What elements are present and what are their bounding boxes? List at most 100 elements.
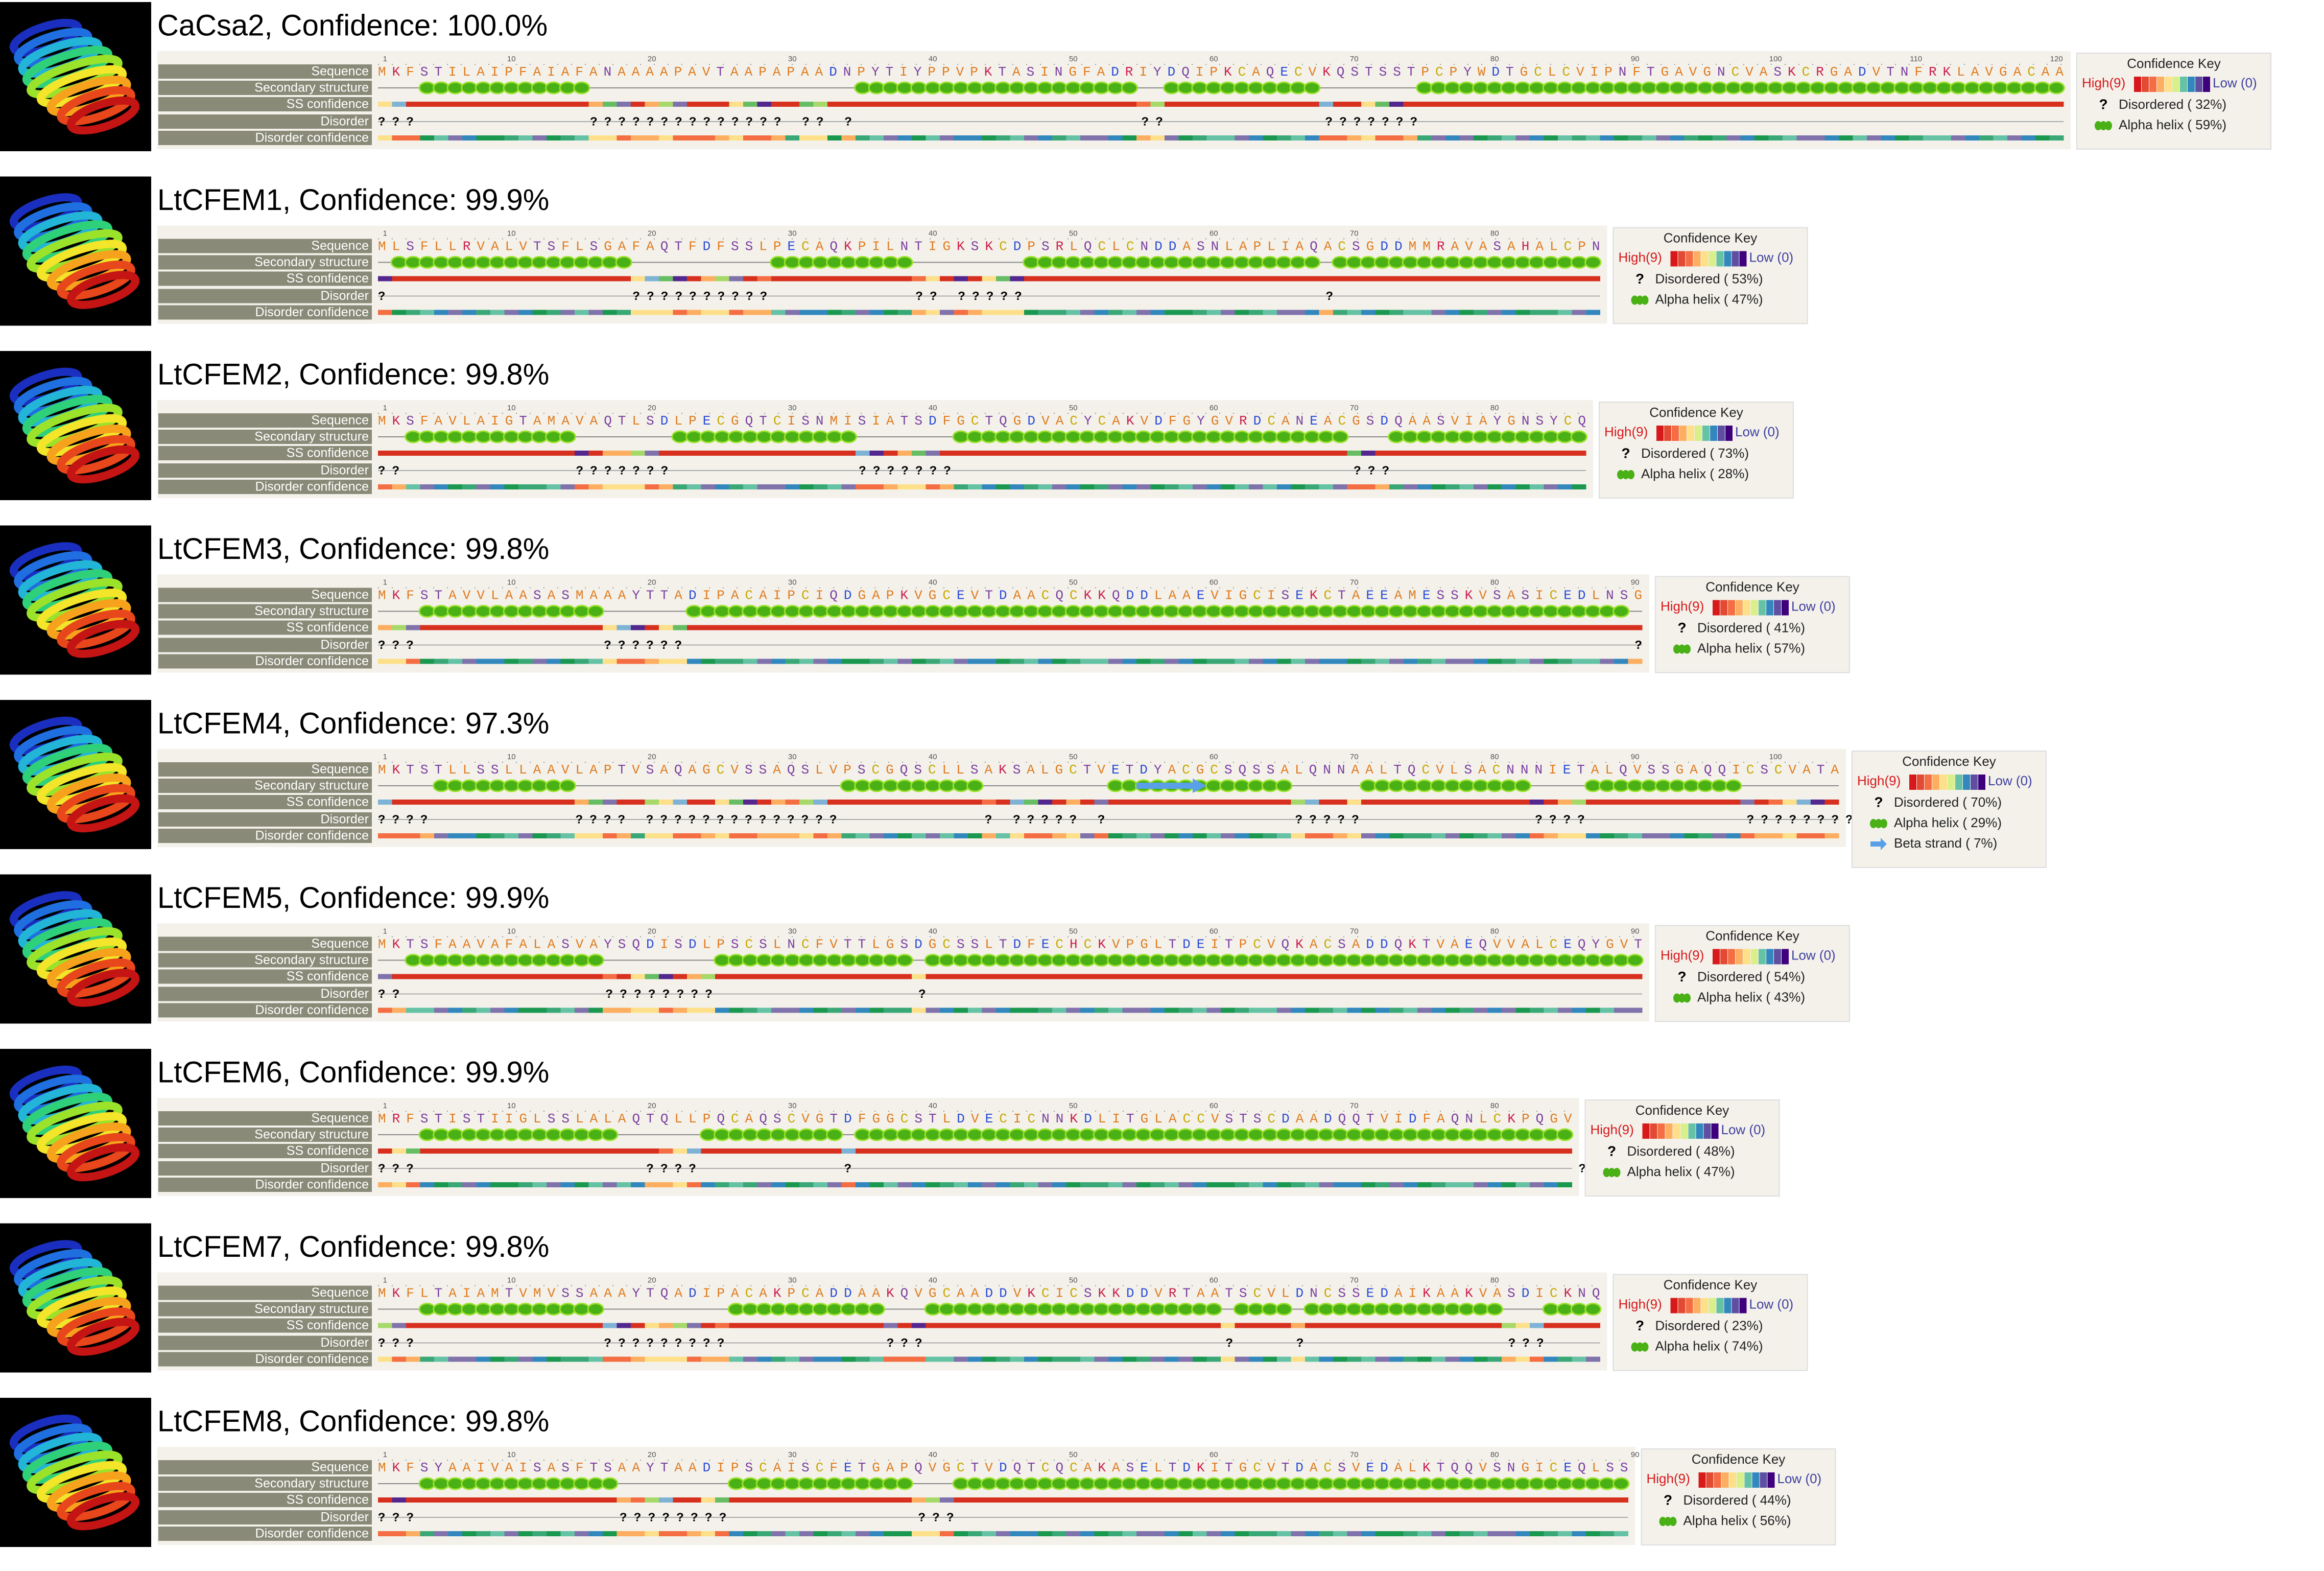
ss-confidence-cell — [1066, 451, 1081, 456]
disorder-confidence-cell — [982, 135, 997, 140]
ss-confidence-cell — [1502, 451, 1516, 456]
key-swatch — [2188, 77, 2195, 92]
ss-confidence-cell — [1347, 1497, 1362, 1503]
disorder-confidence-cell — [518, 135, 533, 140]
disorder-confidence-cell — [1572, 484, 1586, 489]
ss-confidence-cell — [701, 1323, 716, 1328]
ss-confidence-cell — [420, 451, 435, 456]
row-label-bg — [158, 1318, 372, 1333]
alpha-helix — [2034, 81, 2051, 95]
disorder-confidence-cell — [1614, 1007, 1628, 1013]
row-label-bg — [158, 1352, 372, 1367]
alpha-helix — [1472, 256, 1489, 269]
alpha-helix — [1542, 1128, 1559, 1141]
disorder-confidence-cell — [1206, 135, 1221, 140]
disorder-confidence-cell — [1712, 135, 1727, 140]
disorder-confidence-cell — [378, 1531, 392, 1536]
track-background — [157, 923, 1649, 1022]
ss-confidence-cell — [912, 974, 926, 979]
ss-confidence-cell — [785, 276, 800, 282]
alpha-helix — [826, 256, 843, 269]
alpha-helix — [1486, 81, 1503, 95]
key-swatch — [1743, 949, 1750, 965]
alpha-helix — [1444, 1128, 1461, 1141]
disorder-confidence-cell — [1544, 1182, 1558, 1187]
ss-confidence-cell — [1235, 1323, 1249, 1328]
disorder-confidence-cell — [1291, 1531, 1306, 1536]
ss-confidence-cell — [1052, 625, 1066, 630]
ss-confidence-cell — [785, 1323, 800, 1328]
alpha-helix — [1472, 1128, 1489, 1141]
alpha-helix — [1528, 256, 1546, 269]
row-label: Sequence — [311, 1111, 369, 1126]
disorder-confidence-cell — [1193, 484, 1207, 489]
disorder-confidence-cell — [1347, 1356, 1362, 1362]
ss-confidence-cell — [856, 974, 870, 979]
disorder-confidence-cell — [827, 1531, 842, 1536]
disorder-confidence-cell — [1867, 135, 1881, 140]
disorder-confidence-cell — [954, 1182, 968, 1187]
alpha-helix — [1023, 1303, 1040, 1316]
alpha-helix — [1556, 954, 1574, 967]
ss-confidence-cell — [1530, 625, 1544, 630]
disorder-confidence-cell — [1656, 833, 1671, 838]
disorder-confidence-cell — [588, 1356, 603, 1362]
ss-confidence-cell — [687, 974, 701, 979]
disorder-confidence-cell — [1094, 484, 1109, 489]
ss-confidence-cell — [869, 800, 884, 805]
ss-confidence-cell — [1263, 974, 1277, 979]
alpha-helix — [1051, 81, 1068, 95]
ss-confidence-cell — [799, 276, 814, 282]
disorder-confidence-cell — [673, 1007, 687, 1013]
key-swatch — [1695, 426, 1702, 441]
alpha-helix — [1654, 81, 1672, 95]
disorder-confidence-cell — [856, 310, 870, 315]
ss-confidence-cell — [1319, 276, 1334, 282]
alpha-helix — [798, 1477, 815, 1490]
ruler-label: 1 — [383, 578, 387, 587]
alpha-helix — [882, 256, 899, 269]
key-swatch — [1724, 1298, 1732, 1314]
ss-confidence-cell — [1698, 800, 1713, 805]
alpha-helix — [1711, 779, 1728, 792]
alpha-helix — [587, 605, 604, 618]
disorder-confidence-cell — [434, 310, 448, 315]
disorder-confidence-cell — [631, 1007, 645, 1013]
key-low: Low (0) — [1791, 947, 1836, 963]
alpha-helix — [1416, 954, 1433, 967]
disorder-confidence-cell — [532, 484, 547, 489]
row-label: Sequence — [311, 936, 369, 951]
disorder-confidence-cell — [518, 1182, 533, 1187]
ss-confidence-cell — [575, 451, 589, 456]
key-helix-icon — [1683, 993, 1691, 1003]
disorder-confidence-cell — [1431, 310, 1446, 315]
ss-confidence-cell — [884, 1148, 898, 1154]
disorder-confidence-cell — [504, 135, 519, 140]
ss-confidence-cell — [659, 276, 673, 282]
ss-confidence-cell — [1024, 1323, 1038, 1328]
ss-confidence-cell — [1375, 276, 1390, 282]
disorder-confidence-cell — [1122, 1356, 1137, 1362]
ss-confidence-cell — [378, 451, 392, 456]
ruler-label: 40 — [929, 1450, 937, 1459]
alpha-helix — [1570, 605, 1587, 618]
ss-confidence-cell — [1150, 974, 1165, 979]
disorder-confidence-cell — [785, 1356, 800, 1362]
disorder-confidence-cell — [1558, 1007, 1572, 1013]
alpha-helix — [1922, 81, 1939, 95]
disorder-confidence-cell — [616, 135, 631, 140]
disorder-confidence-cell — [631, 1531, 645, 1536]
disorder-confidence-cell — [1010, 1007, 1025, 1013]
disorder-confidence-cell — [1586, 833, 1600, 838]
key-swatch — [2149, 77, 2156, 92]
alpha-helix — [1219, 1128, 1237, 1141]
alpha-helix — [854, 1128, 871, 1141]
ss-confidence-cell — [1895, 102, 1909, 107]
disorder-confidence-cell — [673, 1356, 687, 1362]
alpha-helix — [868, 954, 885, 967]
panel-title: LtCFEM2, Confidence: 99.8% — [157, 358, 549, 391]
alpha-helix — [784, 1477, 801, 1490]
disorder-confidence-cell — [1487, 1182, 1502, 1187]
alpha-helix — [896, 954, 913, 967]
